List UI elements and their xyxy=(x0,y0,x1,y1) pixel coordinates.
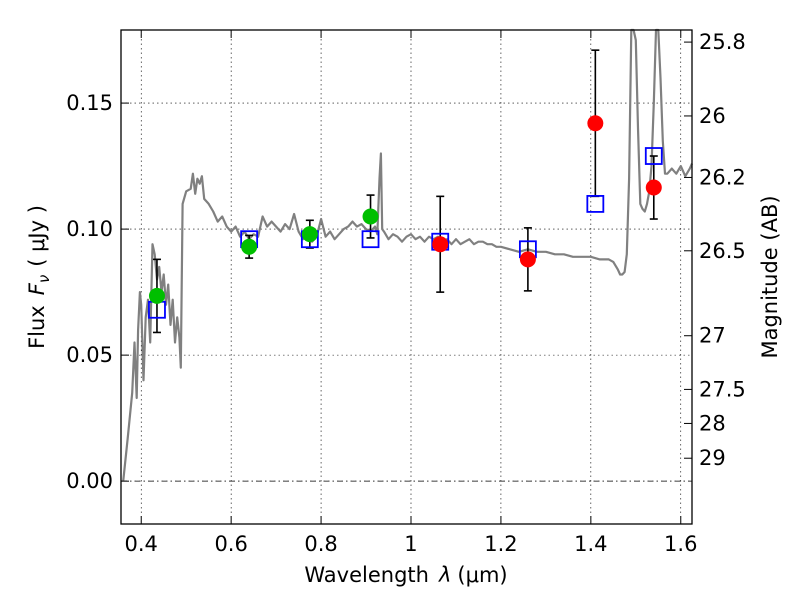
observed-point-red xyxy=(587,115,604,132)
model-spectrum-line xyxy=(122,28,694,482)
x-tick-label: 1 xyxy=(404,532,417,556)
y2-tick-label: 26.5 xyxy=(699,239,746,263)
model-photometry-layer xyxy=(148,147,663,319)
y2-tick-label: 26 xyxy=(699,104,726,128)
y-tick-labels: 0.00 0.05 0.10 0.15 xyxy=(66,91,113,493)
y2-tick-label: 27.5 xyxy=(699,377,746,401)
x-axis-label-unit: (μm) xyxy=(457,563,507,587)
y-axis-label-unit: ( μJy ) xyxy=(25,205,49,267)
y-tick-label: 0.00 xyxy=(66,469,113,493)
axis-ticks-layer xyxy=(121,30,692,524)
y-tick-label: 0.10 xyxy=(66,217,113,241)
errorbar-layer xyxy=(152,49,658,334)
model-photometry-square xyxy=(361,230,380,249)
y-tick-label: 0.05 xyxy=(66,343,113,367)
y-axis-label-symbol: F xyxy=(25,282,49,295)
grid-layer xyxy=(121,30,692,524)
model-photometry-square xyxy=(644,147,663,165)
x-tick-label: 0.8 xyxy=(304,532,337,556)
observed-point-red xyxy=(432,236,449,253)
observed-point-green xyxy=(301,226,318,243)
y-axis-label: Flux Fν ( μJy ) xyxy=(25,205,53,349)
observed-points-layer xyxy=(148,115,662,304)
y2-tick-label: 25.8 xyxy=(699,30,746,54)
x-tick-label: 0.4 xyxy=(125,532,158,556)
x-axis-label-text: Wavelength xyxy=(304,563,429,587)
model-photometry-square xyxy=(586,195,605,213)
plot-frame xyxy=(120,29,693,525)
y2-tick-label: 29 xyxy=(699,446,726,470)
y2-tick-label: 28 xyxy=(699,411,726,435)
observed-point-red xyxy=(645,179,662,196)
x-tick-label: 1.4 xyxy=(574,532,607,556)
x-axis-label: Wavelength λ (μm) xyxy=(304,563,507,587)
observed-point-green xyxy=(241,238,258,255)
y2-axis-label: Magnitude (AB) xyxy=(758,195,782,358)
x-tick-label: 0.6 xyxy=(214,532,247,556)
x-axis-label-symbol: λ xyxy=(438,563,451,587)
observed-point-green xyxy=(148,287,165,304)
y2-tick-labels: 25.8 26 26.2 26.5 27 27.5 28 29 xyxy=(699,30,746,470)
x-tick-label: 1.6 xyxy=(664,532,697,556)
y-axis-label-subscript: ν xyxy=(35,275,53,283)
observed-point-green xyxy=(362,208,379,225)
y-axis-label-prefix: Flux xyxy=(25,305,49,349)
x-tick-label: 1.2 xyxy=(484,532,517,556)
y2-tick-label: 26.2 xyxy=(699,165,746,189)
spectrum-layer xyxy=(122,28,694,482)
x-tick-labels: 0.4 0.6 0.8 1 1.2 1.4 1.6 xyxy=(125,532,698,556)
y2-tick-label: 27 xyxy=(699,324,726,348)
observed-point-red xyxy=(519,251,536,268)
y-tick-label: 0.15 xyxy=(66,91,113,115)
